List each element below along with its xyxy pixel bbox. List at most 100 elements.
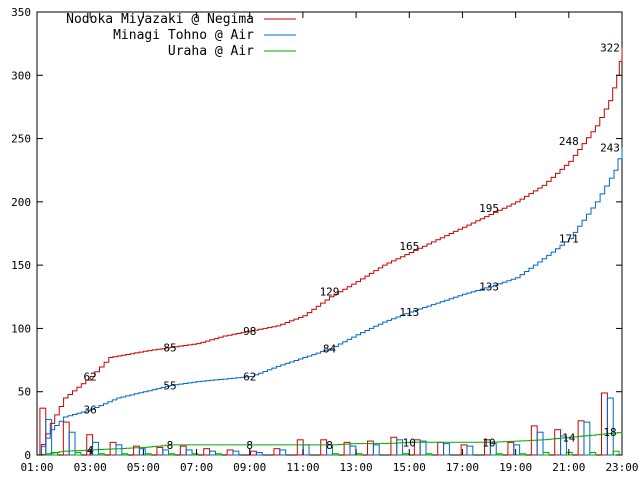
data-label: 36 — [84, 403, 97, 416]
hourly-bar — [355, 453, 363, 456]
hourly-bar — [554, 429, 562, 456]
x-tick-label: 23:00 — [605, 461, 638, 474]
hourly-bar — [68, 431, 76, 456]
hourly-bar — [495, 453, 503, 456]
hourly-bar — [179, 445, 187, 456]
legend-label: Uraha @ Air — [168, 44, 254, 59]
series-line — [37, 47, 623, 456]
hourly-bar — [214, 453, 222, 456]
y-tick-label: 350 — [11, 6, 31, 19]
series-line — [37, 432, 623, 456]
data-label: 62 — [243, 371, 256, 384]
hourly-bar — [601, 392, 608, 456]
legend-label: Nodoka Miyazaki @ Negima — [66, 12, 254, 27]
hourly-bar — [419, 440, 427, 456]
x-tick-label: 21:00 — [552, 461, 585, 474]
data-label: 62 — [84, 371, 97, 384]
hourly-bars — [39, 392, 620, 456]
data-label: 84 — [323, 343, 337, 356]
hourly-bar — [255, 451, 263, 456]
hourly-bar — [279, 449, 287, 456]
data-label: 98 — [243, 325, 256, 338]
x-tick-label: 05:00 — [127, 461, 160, 474]
y-tick-label: 50 — [18, 386, 31, 399]
hourly-bar — [466, 445, 474, 456]
hourly-bar — [121, 453, 129, 456]
hourly-bar — [162, 449, 170, 456]
hourly-bar — [156, 446, 164, 456]
hourly-bar — [507, 441, 515, 456]
hourly-bar — [589, 451, 597, 456]
hourly-bar — [372, 444, 380, 456]
data-label: 165 — [399, 240, 419, 253]
data-label: 10 — [482, 436, 495, 449]
hourly-bar — [39, 407, 47, 456]
hourly-bar — [565, 451, 573, 456]
hourly-bar — [437, 441, 445, 456]
hourly-bar — [349, 445, 357, 456]
data-label: 129 — [320, 286, 340, 299]
y-tick-label: 200 — [11, 196, 31, 209]
hourly-bar — [443, 443, 450, 456]
data-label: 8 — [246, 439, 253, 452]
y-tick-label: 100 — [11, 322, 31, 335]
hourly-bar — [536, 431, 544, 456]
y-tick-label: 250 — [11, 133, 31, 146]
data-label: 113 — [399, 306, 419, 319]
hourly-bar — [542, 451, 550, 456]
hourly-bar — [232, 450, 240, 456]
hourly-bar — [209, 450, 216, 456]
data-label: 4 — [87, 444, 94, 457]
data-label: 10 — [403, 436, 416, 449]
data-label: 322 — [600, 41, 620, 54]
data-label: 55 — [163, 379, 176, 392]
data-label: 18 — [603, 426, 616, 439]
legend: Nodoka Miyazaki @ Negima Minagi Tohno @ … — [66, 12, 296, 59]
hourly-bar — [402, 453, 409, 456]
x-tick-label: 07:00 — [180, 461, 213, 474]
hourly-bar — [203, 448, 211, 456]
hourly-bar — [583, 421, 591, 456]
hourly-bar — [612, 450, 620, 456]
data-label: 8 — [167, 439, 174, 452]
x-tick-label: 03:00 — [74, 461, 107, 474]
hourly-bar — [425, 453, 433, 456]
hourly-bar — [92, 441, 99, 456]
data-label: 248 — [559, 135, 579, 148]
hourly-bar — [62, 421, 70, 456]
y-axis: 0 50 100 150 200 250 300 350 — [11, 6, 622, 462]
hourly-bar — [396, 439, 404, 456]
hourly-bar — [560, 435, 567, 456]
hourly-bar — [115, 444, 123, 456]
hourly-bar — [331, 453, 339, 456]
hourly-bar — [273, 448, 281, 456]
hourly-bar — [138, 448, 146, 456]
x-tick-label: 13:00 — [340, 461, 373, 474]
hourly-bar — [191, 453, 199, 456]
hourly-bar — [185, 449, 193, 456]
y-tick-label: 0 — [24, 449, 31, 462]
data-label: 85 — [163, 341, 176, 354]
legend-label: Minagi Tohno @ Air — [113, 28, 254, 43]
data-label: 14 — [562, 431, 576, 444]
hourly-bar — [168, 453, 175, 456]
hourly-bar — [577, 420, 585, 456]
hourly-bar — [97, 453, 105, 456]
hourly-bar — [519, 453, 526, 456]
y-tick-label: 300 — [11, 69, 31, 82]
x-tick-label: 15:00 — [393, 461, 426, 474]
hourly-bar — [302, 444, 310, 456]
data-label: 243 — [600, 141, 620, 154]
hourly-bar — [513, 444, 521, 456]
hourly-bar — [606, 397, 614, 456]
data-label: 195 — [479, 202, 499, 215]
y-tick-label: 150 — [11, 259, 31, 272]
x-tick-label: 01:00 — [20, 461, 53, 474]
x-axis: 01:00 03:00 05:00 07:00 09:00 11:00 13:00 15:00… — [20, 12, 639, 474]
hourly-bar — [74, 451, 82, 456]
data-label: 8 — [326, 439, 333, 452]
hourly-bar — [144, 453, 152, 456]
x-tick-label: 17:00 — [446, 461, 479, 474]
data-label: 133 — [479, 281, 499, 294]
